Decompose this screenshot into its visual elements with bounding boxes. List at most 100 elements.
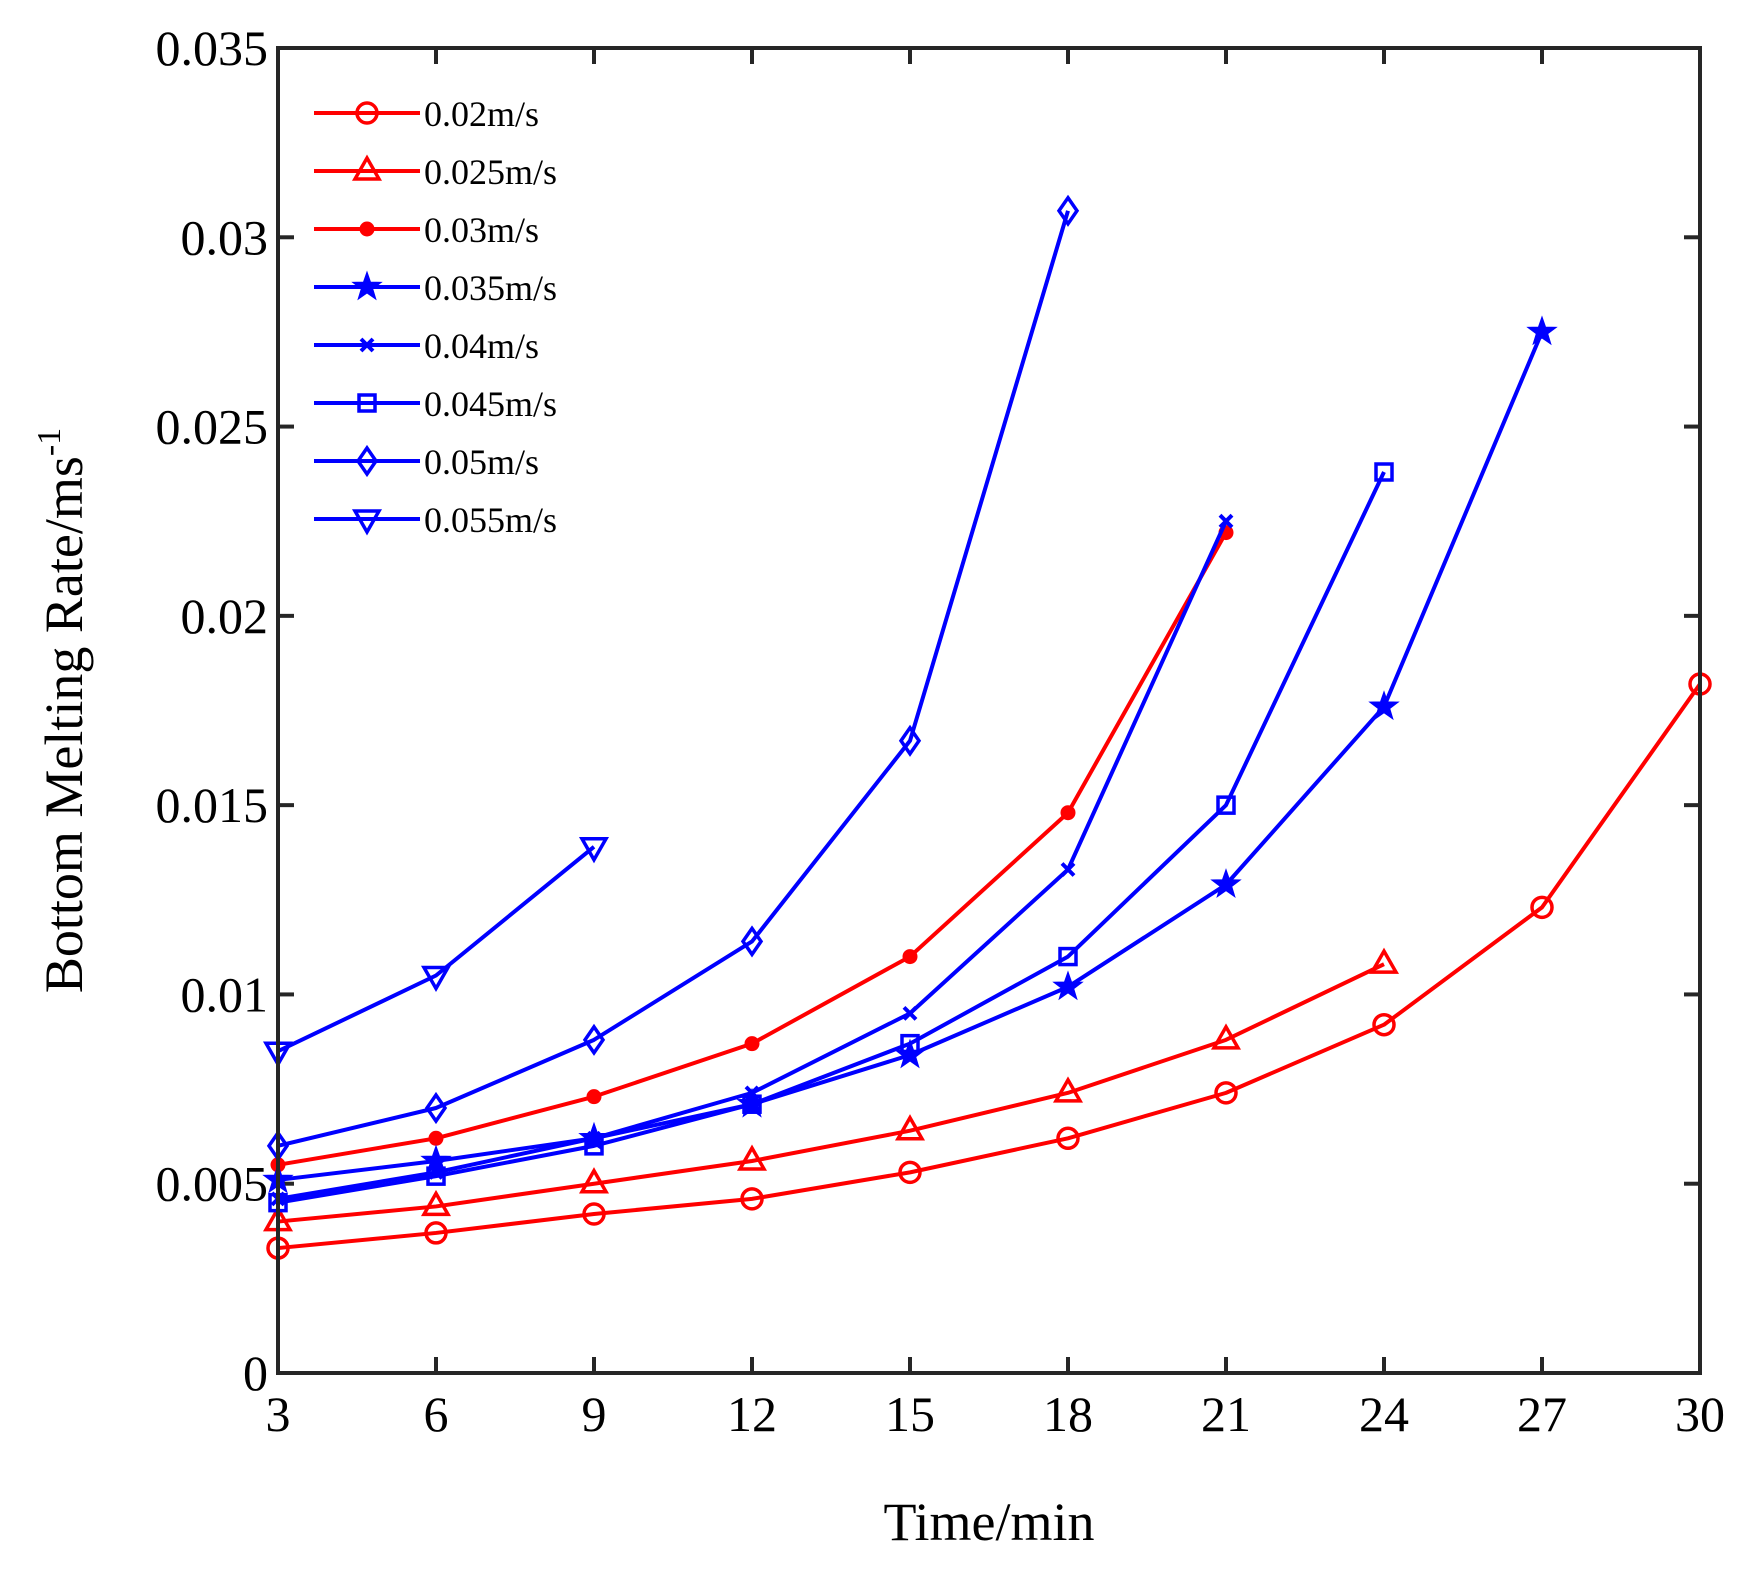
legend-marker-6 xyxy=(355,444,379,478)
x-tick-label-2: 9 xyxy=(582,1386,607,1442)
legend-label-2: 0.03m/s xyxy=(424,210,539,250)
legend-marker-7 xyxy=(351,509,383,536)
x-tick-label-3: 12 xyxy=(727,1386,777,1442)
series-3-point-6 xyxy=(1210,868,1242,899)
series-5-point-6 xyxy=(1216,795,1236,815)
legend-item-0: 0.02m/s xyxy=(314,94,539,134)
legend-label-0: 0.02m/s xyxy=(424,94,539,134)
series-5-point-5 xyxy=(1058,946,1078,967)
series-6-point-5 xyxy=(1056,194,1080,227)
legend-item-4: 0.04m/s xyxy=(314,326,539,366)
series-line-6 xyxy=(277,210,1070,1148)
series-1-point-3 xyxy=(736,1144,768,1171)
series-1-point-6 xyxy=(1210,1023,1242,1050)
x-tick-label-8: 27 xyxy=(1517,1386,1567,1442)
series-1-point-4 xyxy=(894,1114,926,1141)
legend-marker-3 xyxy=(351,270,383,301)
series-2-point-3 xyxy=(744,1036,760,1052)
series-1-point-1 xyxy=(420,1189,452,1217)
series-2-point-4 xyxy=(902,949,918,965)
legend-item-7: 0.055m/s xyxy=(314,500,557,540)
series-6-point-1 xyxy=(424,1091,448,1125)
legend-marker-1 xyxy=(351,154,383,181)
y-tick-label-1: 0.005 xyxy=(156,1156,269,1212)
legend-label-5: 0.045m/s xyxy=(424,384,557,424)
x-tick-label-5: 18 xyxy=(1043,1386,1093,1442)
legend-label-1: 0.025m/s xyxy=(424,152,557,192)
legend-label-6: 0.05m/s xyxy=(424,442,539,482)
x-tick-label-6: 21 xyxy=(1201,1386,1251,1442)
y-tick-label-5: 0.025 xyxy=(156,399,269,455)
y-axis-title: Bottom Melting Rate/ms-1 xyxy=(31,428,94,993)
legend-label-3: 0.035m/s xyxy=(424,268,557,308)
series-line-0 xyxy=(277,682,1702,1251)
x-axis-title: Time/min xyxy=(883,1492,1094,1552)
series-5-point-4 xyxy=(900,1033,920,1054)
y-tick-label-7: 0.035 xyxy=(156,20,269,76)
series-4-point-6 xyxy=(1218,513,1234,529)
series-0-point-8 xyxy=(1530,895,1554,920)
series-4-point-4 xyxy=(902,1005,918,1021)
series-5 xyxy=(268,462,1394,1213)
series-1-point-2 xyxy=(578,1167,610,1194)
series-0-point-4 xyxy=(898,1160,922,1185)
series-0-point-3 xyxy=(740,1187,764,1211)
series-4-point-5 xyxy=(1060,862,1076,877)
legend-marker-0 xyxy=(355,101,379,125)
series-1-point-7 xyxy=(1368,947,1400,974)
series-5-point-1 xyxy=(426,1166,446,1186)
series-1 xyxy=(262,947,1400,1232)
y-tick-label-4: 0.02 xyxy=(181,588,269,644)
series-line-1 xyxy=(277,962,1385,1224)
series-0-point-5 xyxy=(1056,1126,1080,1151)
legend-item-3: 0.035m/s xyxy=(314,268,557,308)
series-6-point-4 xyxy=(898,724,922,757)
series-5-point-2 xyxy=(584,1136,604,1156)
series-7-point-2 xyxy=(578,837,610,864)
series-lines xyxy=(262,194,1712,1260)
y-axis-title-superscript: -1 xyxy=(31,428,68,456)
series-line-7 xyxy=(277,845,596,1054)
series-0-point-7 xyxy=(1372,1012,1396,1037)
legend-marker-4 xyxy=(359,337,375,353)
series-3-point-8 xyxy=(1526,315,1558,346)
series-6 xyxy=(266,194,1080,1162)
series-1-point-5 xyxy=(1052,1076,1084,1103)
plot-frame xyxy=(276,46,1702,1375)
series-2-point-5 xyxy=(1060,805,1076,821)
y-tick-labels: 0 0.005 0.01 0.015 0.02 0.025 0.03 0.035 xyxy=(156,20,269,1401)
legend-label-7: 0.055m/s xyxy=(424,500,557,540)
series-7-point-1 xyxy=(420,965,452,993)
x-tick-labels: 3 6 9 12 15 18 21 24 27 30 xyxy=(266,1386,1726,1442)
series-5-point-7 xyxy=(1374,462,1394,482)
x-tick-label-0: 3 xyxy=(266,1386,291,1442)
series-3-point-7 xyxy=(1368,690,1400,721)
y-tick-label-2: 0.01 xyxy=(181,966,269,1022)
series-5-point-3 xyxy=(742,1094,762,1114)
legend-label-4: 0.04m/s xyxy=(424,326,539,366)
series-3-point-4 xyxy=(894,1038,926,1069)
series-0-point-1 xyxy=(424,1221,448,1245)
series-3-point-5 xyxy=(1052,970,1084,1001)
series-2 xyxy=(270,525,1234,1173)
series-6-point-3 xyxy=(740,925,764,958)
legend-marker-2 xyxy=(359,221,375,237)
x-tick-label-1: 6 xyxy=(424,1386,449,1442)
series-line-5 xyxy=(277,471,1386,1205)
legend: 0.02m/s 0.025m/s 0.03m/s 0.035m/s 0.04m/s 0.0… xyxy=(314,94,557,540)
legend-marker-5 xyxy=(357,393,377,413)
y-tick-label-6: 0.03 xyxy=(181,209,269,265)
series-0-point-6 xyxy=(1214,1081,1238,1105)
y-axis-title-main: Bottom Melting Rate/ms xyxy=(34,456,94,993)
legend-item-6: 0.05m/s xyxy=(314,442,539,482)
series-6-point-2 xyxy=(582,1023,606,1056)
series-2-point-2 xyxy=(586,1089,602,1105)
legend-item-1: 0.025m/s xyxy=(314,152,557,192)
y-tick-label-3: 0.015 xyxy=(156,777,269,833)
y-tick-label-0: 0 xyxy=(243,1345,268,1401)
legend-item-5: 0.045m/s xyxy=(314,384,557,424)
legend-item-2: 0.03m/s xyxy=(314,210,539,250)
series-2-point-1 xyxy=(428,1130,444,1146)
x-tick-label-4: 15 xyxy=(885,1386,935,1442)
